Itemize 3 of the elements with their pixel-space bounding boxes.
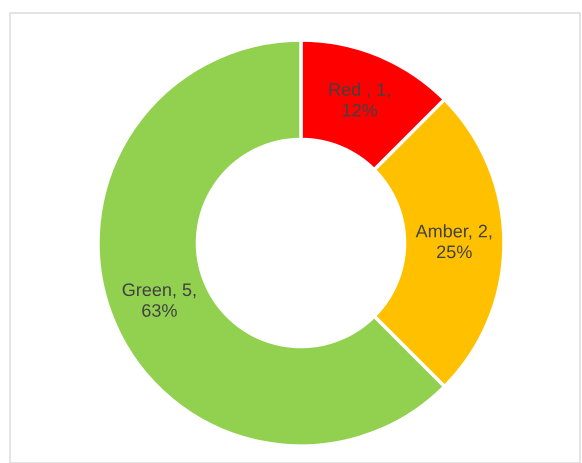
slice-label: Amber, 2, 25% xyxy=(416,224,492,258)
slice-label: Red , 1, 12% xyxy=(330,82,390,117)
slice-label: Green, 5, 63% xyxy=(122,283,196,317)
